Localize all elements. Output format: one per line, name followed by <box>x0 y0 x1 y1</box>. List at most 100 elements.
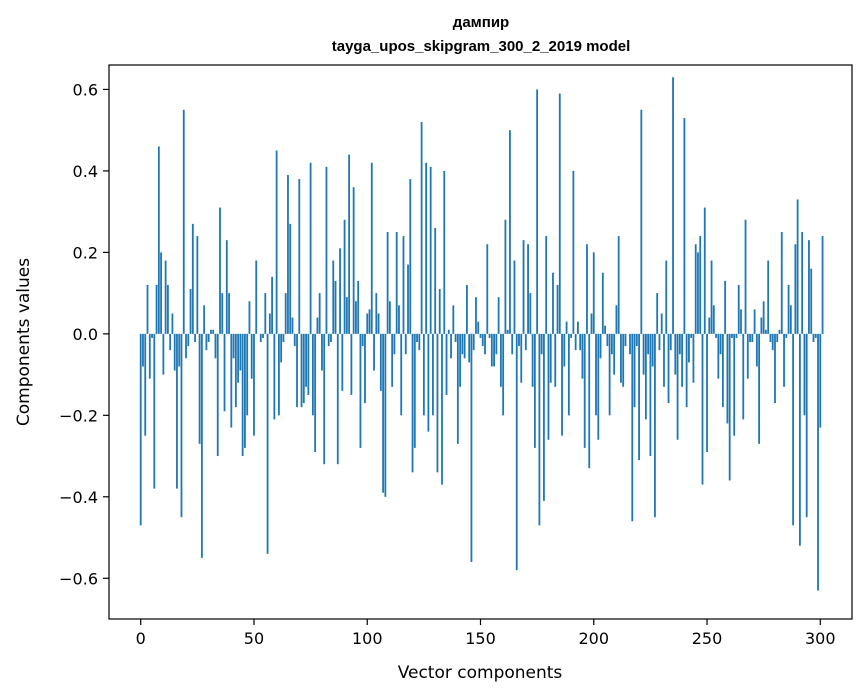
bar-268 <box>746 333 749 379</box>
bar-264 <box>737 284 740 334</box>
bar-118 <box>407 264 409 334</box>
bar-41 <box>232 333 235 359</box>
bar-278 <box>769 333 772 342</box>
bar-265 <box>740 309 742 334</box>
bar-291 <box>798 333 801 546</box>
bar-168 <box>520 333 523 383</box>
bar-274 <box>760 317 763 334</box>
bar-241 <box>685 333 688 408</box>
bar-84 <box>330 333 332 342</box>
y-axis-label: Components values <box>14 258 34 426</box>
bar-100 <box>366 313 369 334</box>
bar-107 <box>382 333 384 493</box>
bar-281 <box>776 333 779 342</box>
bar-94 <box>352 187 355 334</box>
bar-276 <box>765 329 767 334</box>
bar-123 <box>418 333 421 351</box>
bar-263 <box>735 333 738 338</box>
y-tick-label: −0.4 <box>59 488 98 507</box>
bar-11 <box>164 260 167 334</box>
bar-271 <box>753 309 756 334</box>
bar-156 <box>493 333 495 367</box>
bar-189 <box>567 333 570 416</box>
bar-83 <box>327 333 330 347</box>
bar-141 <box>459 333 462 387</box>
bar-282 <box>778 329 781 334</box>
bar-12 <box>166 284 169 334</box>
y-tick-label: 0.6 <box>73 80 98 99</box>
bar-47 <box>246 333 249 416</box>
bar-167 <box>518 333 520 347</box>
bar-111 <box>391 333 394 387</box>
bar-228 <box>656 293 659 334</box>
bar-258 <box>724 280 727 334</box>
bar-90 <box>343 219 346 334</box>
bar-272 <box>755 333 758 367</box>
bar-137 <box>450 333 452 359</box>
bar-157 <box>495 333 498 355</box>
bar-76 <box>311 333 314 416</box>
bar-104 <box>375 293 378 334</box>
bar-292 <box>801 232 804 334</box>
bar-192 <box>574 333 577 351</box>
bar-88 <box>339 248 341 334</box>
bar-51 <box>255 260 258 334</box>
x-axis-ticks: 0 50 100 150 200 250 300 <box>136 619 836 648</box>
bar-277 <box>767 260 770 334</box>
bar-24 <box>194 333 196 342</box>
bar-245 <box>694 244 697 334</box>
bar-81 <box>323 333 326 465</box>
x-tick-label: 100 <box>352 629 383 648</box>
bar-119 <box>409 179 412 334</box>
bar-80 <box>321 333 323 371</box>
bar-301 <box>821 236 824 334</box>
bar-162 <box>506 329 509 334</box>
bar-246 <box>697 252 699 334</box>
bar-223 <box>644 333 647 420</box>
bar-3 <box>146 284 149 334</box>
bar-227 <box>654 333 656 518</box>
bar-43 <box>237 333 240 383</box>
bar-14 <box>171 313 174 334</box>
bar-78 <box>316 317 319 334</box>
bar-158 <box>497 297 500 334</box>
bar-89 <box>341 333 344 391</box>
bar-9 <box>160 252 162 334</box>
bar-191 <box>572 170 575 334</box>
bar-97 <box>359 333 362 448</box>
bar-177 <box>540 333 543 355</box>
bar-203 <box>599 333 602 359</box>
bar-183 <box>554 333 557 387</box>
bar-234 <box>669 333 672 351</box>
bar-65 <box>287 174 289 334</box>
bar-296 <box>810 268 813 334</box>
bar-255 <box>717 333 720 379</box>
bar-53 <box>259 333 262 342</box>
bar-244 <box>692 333 695 383</box>
bar-205 <box>604 325 606 334</box>
bar-40 <box>230 333 233 428</box>
y-tick-label: 0.2 <box>73 243 98 262</box>
bar-6 <box>153 333 156 489</box>
bar-172 <box>529 293 532 334</box>
bar-98 <box>361 333 364 347</box>
bar-39 <box>228 293 230 334</box>
bar-251 <box>708 317 711 334</box>
bar-152 <box>484 333 486 355</box>
bar-252 <box>710 260 713 334</box>
bar-175 <box>536 89 539 334</box>
bar-170 <box>524 333 527 351</box>
bar-226 <box>651 333 654 367</box>
bar-199 <box>590 313 593 334</box>
bar-138 <box>452 305 455 334</box>
bar-91 <box>345 297 348 334</box>
bar-290 <box>796 199 799 334</box>
bar-237 <box>676 333 679 440</box>
bar-29 <box>205 333 208 351</box>
bar-261 <box>731 333 733 338</box>
bar-273 <box>758 333 761 444</box>
bar-190 <box>570 333 573 338</box>
bar-195 <box>581 333 584 379</box>
bar-270 <box>751 333 754 342</box>
bar-85 <box>332 260 335 334</box>
